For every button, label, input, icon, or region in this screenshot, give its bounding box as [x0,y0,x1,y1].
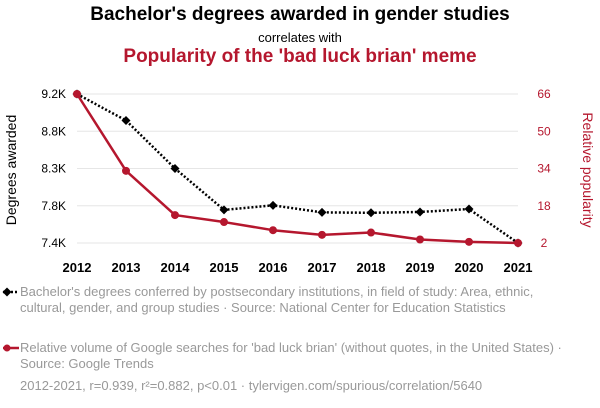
legend-item-degrees: Bachelor's degrees conferred by postseco… [2,284,580,316]
y-tick-right: 2 [541,236,548,250]
y-axis-label-left: Degrees awarded [3,115,19,226]
data-point-degrees [415,207,425,217]
y-tick-left: 8.8K [41,124,66,138]
x-tick: 2018 [357,260,386,275]
line-chart: 9.2K 8.8K 8.3K 7.8K 7.4K 66 50 34 18 2 2012 2013 201… [3,87,596,275]
data-point-degrees [268,200,278,210]
data-point-degrees [121,115,131,125]
y-tick-right: 34 [537,162,551,176]
y-tick-left: 7.8K [41,199,66,213]
legend-marker-meme [3,344,19,352]
chart-title-secondary: Popularity of the 'bad luck brian' meme [123,46,477,67]
data-point-meme [73,90,81,98]
data-point-meme [416,235,424,244]
data-point-meme [220,218,228,227]
series-line-1 [76,92,519,245]
data-point-degrees [464,204,474,214]
legend-label-meme: Relative volume of Google searches for '… [20,340,562,371]
data-point-meme [367,228,375,237]
x-tick: 2014 [161,260,191,275]
data-point-degrees [317,207,327,217]
footer-stats: 2012-2021, r=0.939, r²=0.882, p<0.01 · t… [20,378,483,393]
x-tick: 2013 [112,260,141,275]
y-tick-right: 50 [537,124,551,138]
legend-item-meme: Relative volume of Google searches for '… [3,340,580,372]
data-point-meme [122,166,130,175]
chart-subtitle: correlates with [258,30,342,45]
legend-label-degrees: Bachelor's degrees conferred by postseco… [20,284,534,315]
x-tick: 2017 [308,260,337,275]
data-point-meme [318,230,326,239]
legend-marker-degrees [2,287,19,297]
y-tick-left: 9.2K [41,87,66,101]
x-tick: 2019 [406,260,435,275]
y-axis-label-right: Relative popularity [580,112,596,227]
series-line-2 [75,93,519,245]
x-tick: 2016 [259,260,288,275]
x-tick: 2021 [504,260,533,275]
data-point-meme [465,237,473,246]
data-point-degrees [366,208,376,218]
data-point-meme [514,239,522,247]
y-tick-right: 18 [537,199,551,213]
x-tick: 2015 [210,260,239,275]
data-point-degrees [170,164,180,173]
x-tick: 2012 [63,260,92,275]
y-tick-right: 66 [537,87,551,101]
y-tick-left: 7.4K [41,236,66,250]
x-tick: 2020 [455,260,484,275]
data-point-meme [269,226,277,235]
data-point-meme [171,211,179,220]
y-tick-left: 8.3K [41,162,66,176]
data-point-degrees [219,205,229,215]
chart-title: Bachelor's degrees awarded in gender stu… [90,4,510,25]
